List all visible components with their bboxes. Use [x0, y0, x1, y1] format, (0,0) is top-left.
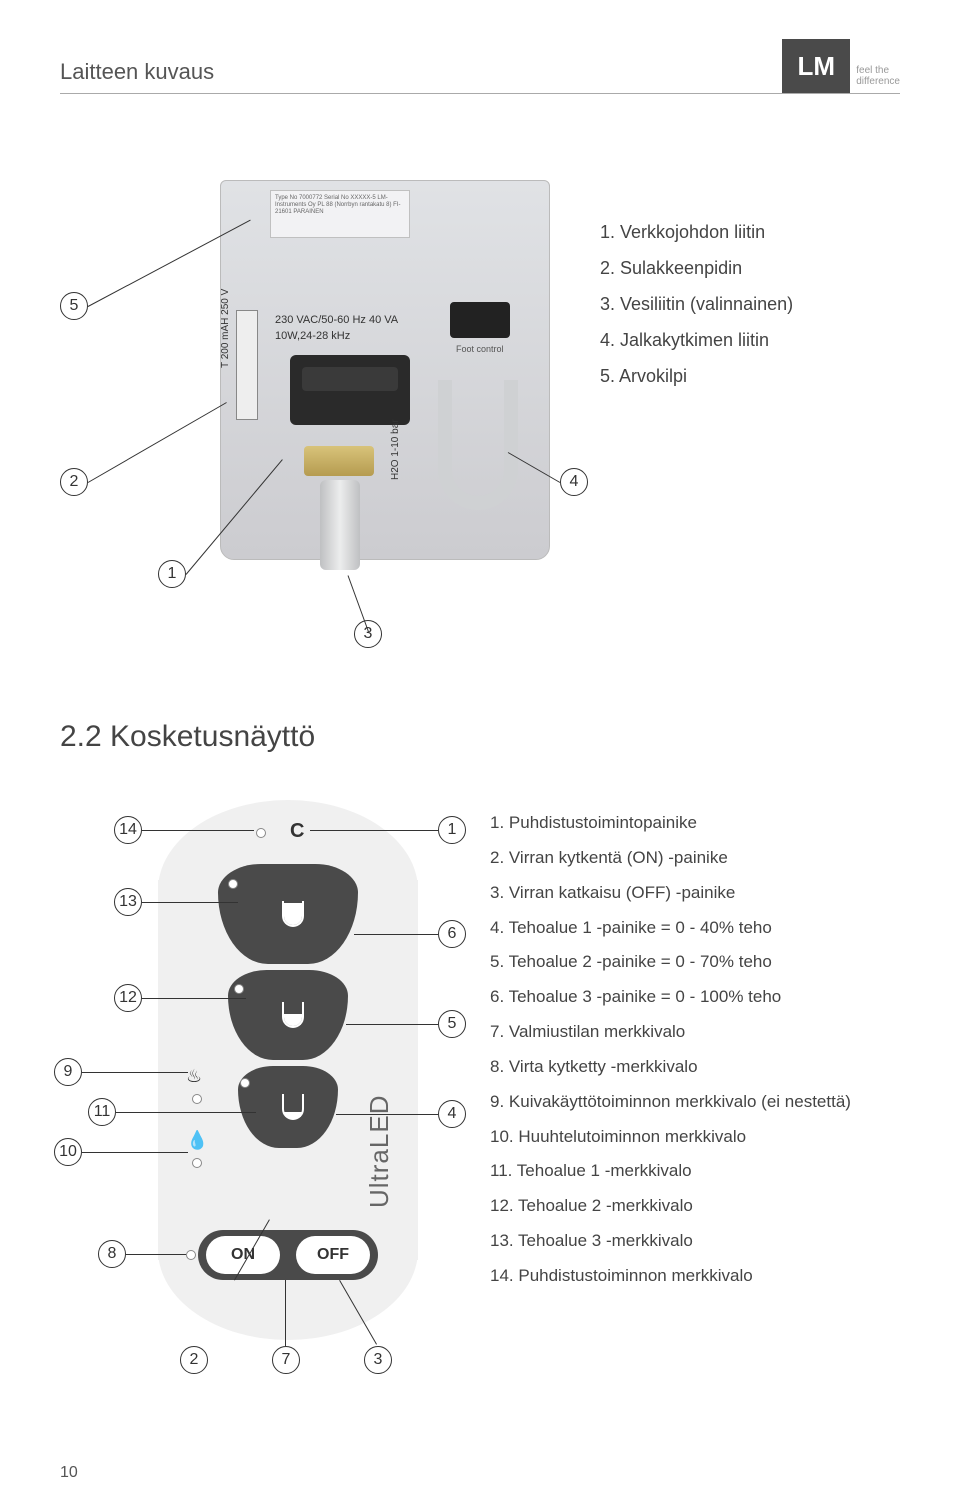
brand-tagline: feel the difference — [850, 65, 900, 93]
water-pipe — [320, 480, 360, 570]
figure-touchpanel: C ♨ 💧 ON OFF UltraLED 14 13 12 9 11 10 8… — [58, 800, 478, 1380]
legend-1-item: 3. Vesiliitin (valinnainen) — [600, 286, 793, 322]
tagline-2: difference — [856, 76, 900, 87]
callout-11: 11 — [88, 1098, 116, 1126]
spec-khz: 10W,24-28 kHz — [275, 330, 350, 342]
led-9 — [192, 1094, 202, 1104]
drop-icon: 💧 — [186, 1130, 208, 1152]
callout-4: 4 — [438, 1100, 466, 1128]
leader-7 — [285, 1280, 286, 1346]
section-title: 2.2 Kosketusnäyttö — [60, 720, 315, 754]
foot-control-port — [450, 302, 510, 338]
callout-8: 8 — [98, 1240, 126, 1268]
legend-2-item: 10. Huuhtelutoiminnon merkkivalo — [490, 1120, 851, 1155]
legend-2-item: 6. Tehoalue 3 -painike = 0 - 100% teho — [490, 980, 851, 1015]
legend-1-item: 1. Verkkojohdon liitin — [600, 214, 793, 250]
logo-wrap: LM feel the difference — [782, 39, 900, 93]
power-btn-3[interactable] — [218, 864, 358, 964]
callout-3: 3 — [354, 620, 382, 648]
clean-label: C — [290, 820, 304, 843]
pressure-label: H2O 1-10 bar — [390, 419, 401, 480]
cup-full-icon — [282, 901, 304, 927]
legend-2-item: 1. Puhdistustoimintopainike — [490, 806, 851, 841]
led-14 — [256, 828, 266, 838]
spec-voltage: 230 VAC/50-60 Hz 40 VA — [275, 314, 398, 326]
callout-5: 5 — [438, 1010, 466, 1038]
legend-2-item: 13. Tehoalue 3 -merkkivalo — [490, 1224, 851, 1259]
led-8 — [186, 1250, 196, 1260]
leader-8 — [126, 1254, 186, 1255]
legend-2-item: 11. Tehoalue 1 -merkkivalo — [490, 1154, 851, 1189]
legend-2-item: 2. Virran kytkentä (ON) -painike — [490, 841, 851, 876]
callout-14: 14 — [114, 816, 142, 844]
fuse-label: T 200 mAH 250 V — [220, 289, 231, 368]
legend-2-item: 3. Virran katkaisu (OFF) -painike — [490, 876, 851, 911]
fuse-holder — [236, 310, 258, 420]
legend-1-item: 2. Sulakkeenpidin — [600, 250, 793, 286]
legend-2-item: 4. Tehoalue 1 -painike = 0 - 40% teho — [490, 911, 851, 946]
figure-device-back: Type No 7000772 Serial No XXXXX-5 LM-Ins… — [60, 180, 900, 680]
leader-14 — [142, 830, 254, 831]
page-header: Laitteen kuvaus LM feel the difference — [60, 38, 900, 94]
callout-2: 2 — [180, 1346, 208, 1374]
cup-low-icon — [282, 1094, 304, 1120]
legend-2-item: 8. Virta kytketty -merkkivalo — [490, 1050, 851, 1085]
power-connector — [290, 355, 410, 425]
led-12 — [234, 984, 244, 994]
legend-list-2: 1. Puhdistustoimintopainike 2. Virran ky… — [490, 806, 851, 1294]
legend-1-item: 4. Jalkakytkimen liitin — [600, 322, 793, 358]
legend-2-item: 12. Tehoalue 2 -merkkivalo — [490, 1189, 851, 1224]
leader-13 — [142, 902, 238, 903]
flame-icon: ♨ — [186, 1066, 208, 1088]
cup-mid-icon — [282, 1002, 304, 1028]
on-button[interactable]: ON — [206, 1236, 280, 1274]
callout-10: 10 — [54, 1138, 82, 1166]
legend-list-1: 1. Verkkojohdon liitin 2. Sulakkeenpidin… — [600, 214, 793, 394]
leader-4b — [336, 1114, 438, 1115]
leader-9 — [82, 1072, 188, 1073]
power-btn-2[interactable] — [228, 970, 348, 1060]
callout-1: 1 — [158, 560, 186, 588]
legend-2-item: 14. Puhdistustoiminnon merkkivalo — [490, 1259, 851, 1294]
callout-13: 13 — [114, 888, 142, 916]
tagline-1: feel the — [856, 65, 889, 76]
led-13 — [228, 879, 238, 889]
leader-5b — [346, 1024, 438, 1025]
callout-9: 9 — [54, 1058, 82, 1086]
brand-logo: LM — [782, 39, 850, 93]
legend-2-item: 5. Tehoalue 2 -painike = 0 - 70% teho — [490, 945, 851, 980]
foot-control-label: Foot control — [456, 344, 504, 354]
callout-1: 1 — [438, 816, 466, 844]
leader-6 — [354, 934, 438, 935]
led-11 — [240, 1078, 250, 1088]
led-10 — [192, 1158, 202, 1168]
callout-6: 6 — [438, 920, 466, 948]
callout-4: 4 — [560, 468, 588, 496]
leader-12 — [142, 998, 246, 999]
u-pipe — [438, 380, 518, 510]
legend-2-item: 9. Kuivakäyttötoiminnon merkkivalo (ei n… — [490, 1085, 851, 1120]
legend-1-item: 5. Arvokilpi — [600, 358, 793, 394]
brass-fitting — [304, 446, 374, 476]
callout-5: 5 — [60, 292, 88, 320]
page-number: 10 — [60, 1464, 78, 1482]
leader-1b — [310, 830, 438, 831]
leader-10 — [82, 1152, 188, 1153]
callout-3: 3 — [364, 1346, 392, 1374]
ultraled-label: UltraLED — [364, 1095, 395, 1208]
leader-11 — [116, 1112, 256, 1113]
leader-2 — [88, 402, 227, 483]
spec-plate: Type No 7000772 Serial No XXXXX-5 LM-Ins… — [270, 190, 410, 238]
callout-7: 7 — [272, 1346, 300, 1374]
onoff-bar: ON OFF — [198, 1230, 378, 1280]
callout-12: 12 — [114, 984, 142, 1012]
legend-2-item: 7. Valmiustilan merkkivalo — [490, 1015, 851, 1050]
callout-2: 2 — [60, 468, 88, 496]
header-title: Laitteen kuvaus — [60, 59, 214, 93]
off-button[interactable]: OFF — [296, 1236, 370, 1274]
